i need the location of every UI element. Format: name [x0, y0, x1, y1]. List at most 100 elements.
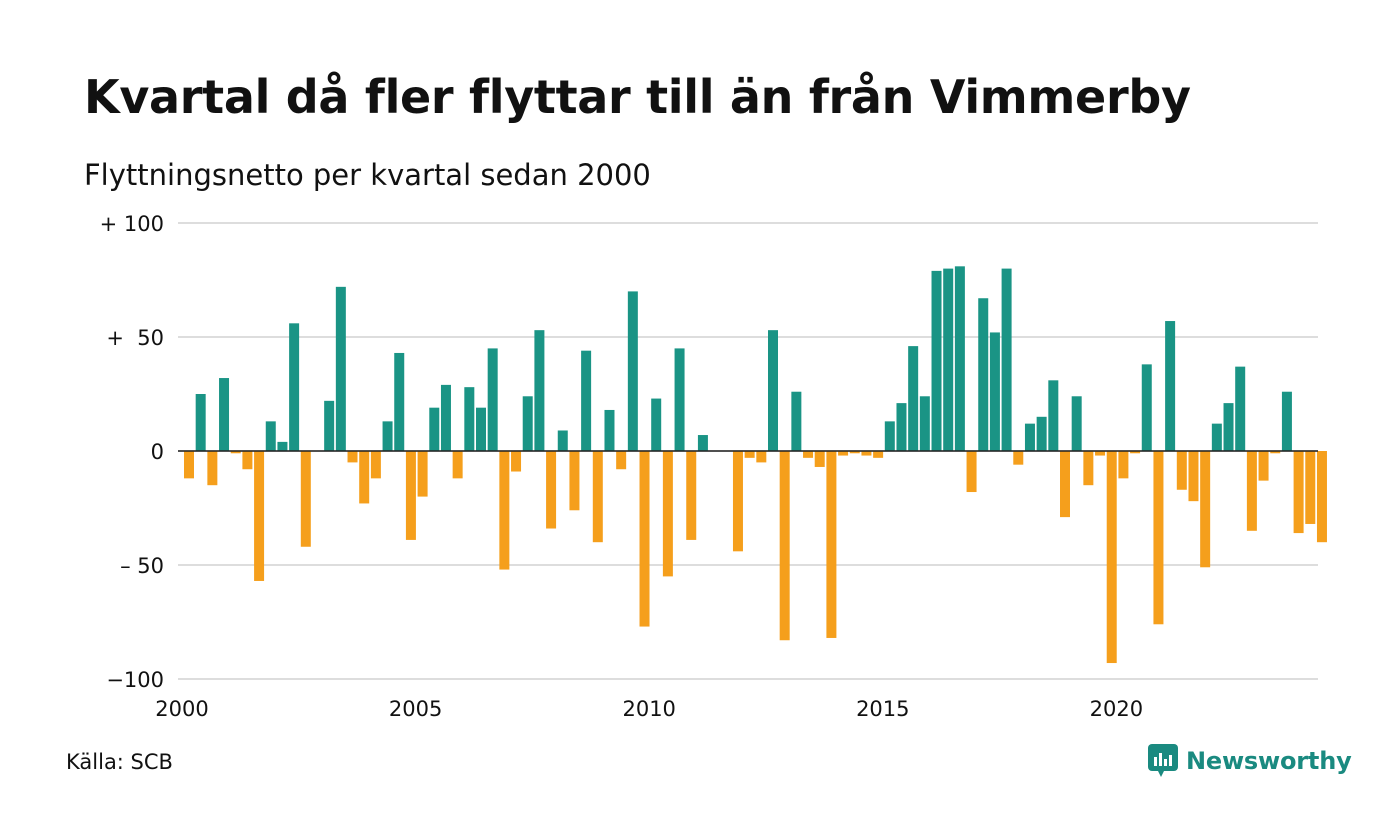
bar — [534, 330, 545, 451]
bar — [382, 421, 393, 451]
x-tick-label: 2000 — [155, 697, 208, 721]
bar — [943, 268, 954, 451]
bar — [779, 451, 790, 641]
bar — [919, 396, 930, 451]
bar — [429, 407, 440, 451]
bar — [184, 451, 194, 479]
x-tick-label: 2015 — [856, 697, 909, 721]
bar — [604, 409, 615, 451]
source-label: Källa: SCB — [66, 750, 173, 774]
bar — [207, 451, 218, 486]
bar — [686, 451, 697, 540]
bar — [674, 348, 685, 451]
bar — [476, 407, 486, 451]
bar — [511, 451, 522, 472]
bar — [1071, 396, 1082, 451]
bar — [1130, 451, 1141, 454]
bar — [768, 330, 778, 451]
bar — [1141, 364, 1152, 451]
x-tick-label: 2005 — [389, 697, 442, 721]
bar — [359, 451, 370, 504]
bar — [1188, 451, 1199, 502]
bar — [1223, 403, 1234, 451]
bar — [1013, 451, 1024, 465]
bar — [440, 384, 451, 451]
bar — [219, 378, 230, 451]
bar — [581, 350, 592, 451]
bar — [1270, 451, 1281, 454]
bar — [370, 451, 381, 479]
bar — [639, 451, 650, 627]
bar — [394, 352, 405, 451]
bar — [838, 451, 849, 456]
bar — [1060, 451, 1070, 518]
bar — [1001, 268, 1012, 451]
bar — [1048, 380, 1059, 451]
bar — [546, 451, 557, 529]
chart-subtitle: Flyttningsnetto per kvartal sedan 2000 — [84, 158, 651, 192]
bar — [744, 451, 755, 458]
bar — [347, 451, 358, 463]
bar — [265, 421, 276, 451]
chart-title: Kvartal då fler flyttar till än från Vim… — [84, 70, 1191, 124]
bar — [405, 451, 416, 540]
bar — [569, 451, 580, 511]
bar — [791, 391, 802, 451]
bar — [1246, 451, 1257, 531]
bar — [230, 451, 241, 454]
y-tick-label: + 100 — [100, 212, 164, 236]
bar — [1095, 451, 1106, 456]
bar — [1153, 451, 1164, 625]
bar — [908, 346, 919, 451]
newsworthy-logo-icon — [1148, 744, 1178, 777]
bar — [1176, 451, 1187, 490]
y-tick-label: – 50 — [120, 554, 164, 578]
bar — [1293, 451, 1304, 534]
bar — [756, 451, 767, 463]
bar — [814, 451, 825, 467]
bar — [289, 323, 300, 451]
bar — [1316, 451, 1327, 543]
bar — [803, 451, 814, 458]
bar — [499, 451, 510, 570]
bar — [1258, 451, 1269, 481]
bar — [826, 451, 837, 638]
y-tick-label: 0 — [151, 440, 164, 464]
bar — [896, 403, 907, 451]
bar — [195, 394, 206, 451]
bar — [324, 400, 335, 451]
bar — [522, 396, 533, 451]
bar — [966, 451, 977, 493]
bar — [1235, 366, 1246, 451]
brand-name: Newsworthy — [1186, 747, 1352, 775]
bar — [452, 451, 463, 479]
bar — [616, 451, 627, 470]
bar — [1281, 391, 1292, 451]
bar — [1118, 451, 1129, 479]
bar — [954, 266, 965, 451]
bar — [242, 451, 253, 470]
bar — [627, 291, 638, 451]
brand-logo: Newsworthy — [1148, 744, 1352, 778]
bar — [335, 286, 346, 451]
bar — [1036, 416, 1047, 451]
bar — [300, 451, 311, 547]
bar — [732, 451, 743, 552]
bar — [978, 298, 989, 451]
bar — [487, 348, 498, 451]
bar — [1024, 423, 1035, 451]
bar — [592, 451, 603, 543]
bar — [697, 435, 708, 451]
bar — [931, 270, 942, 451]
bar — [873, 451, 884, 458]
x-tick-label: 2020 — [1090, 697, 1143, 721]
bar — [1211, 423, 1222, 451]
x-tick-label: 2010 — [622, 697, 675, 721]
bar — [989, 332, 1000, 451]
bar — [254, 451, 265, 581]
bar — [464, 387, 475, 451]
bar — [1083, 451, 1094, 486]
bar — [662, 451, 673, 577]
bar — [1106, 451, 1117, 664]
